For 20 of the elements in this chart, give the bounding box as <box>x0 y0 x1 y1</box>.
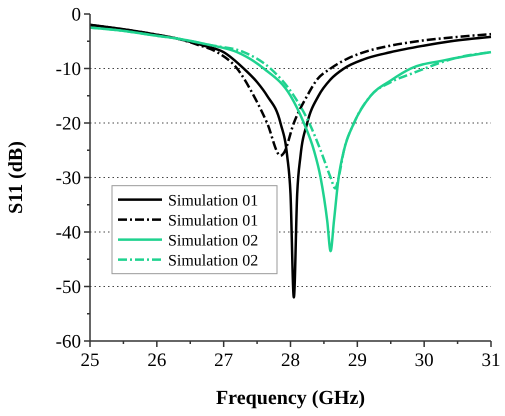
x-tick-label: 29 <box>348 350 367 371</box>
y-tick-label: -20 <box>56 114 81 135</box>
y-axis-title: S11 (dB) <box>5 141 27 214</box>
x-axis-title: Frequency (GHz) <box>216 387 366 409</box>
y-tick-label: -60 <box>56 332 81 353</box>
y-tick-label: -10 <box>56 59 81 80</box>
x-tick-label: 27 <box>214 350 234 371</box>
x-tick-label: 25 <box>80 350 100 371</box>
y-tick-label: -50 <box>56 277 81 298</box>
x-tick-label: 31 <box>482 350 500 371</box>
y-tick-label: -30 <box>56 168 81 190</box>
x-tick-label: 30 <box>414 350 434 371</box>
y-tick-label: -40 <box>56 222 81 244</box>
legend-label: Simulation 01 <box>168 192 258 210</box>
legend-label: Simulation 01 <box>168 212 258 230</box>
y-tick-label: 0 <box>72 4 81 26</box>
legend-label: Simulation 02 <box>168 232 258 250</box>
x-tick-label: 28 <box>281 350 300 371</box>
legend-label: Simulation 02 <box>168 252 258 270</box>
x-tick-label: 26 <box>147 350 166 371</box>
